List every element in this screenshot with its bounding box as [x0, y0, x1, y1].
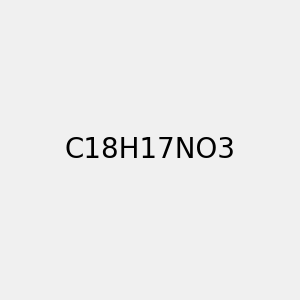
- Text: C18H17NO3: C18H17NO3: [64, 136, 236, 164]
